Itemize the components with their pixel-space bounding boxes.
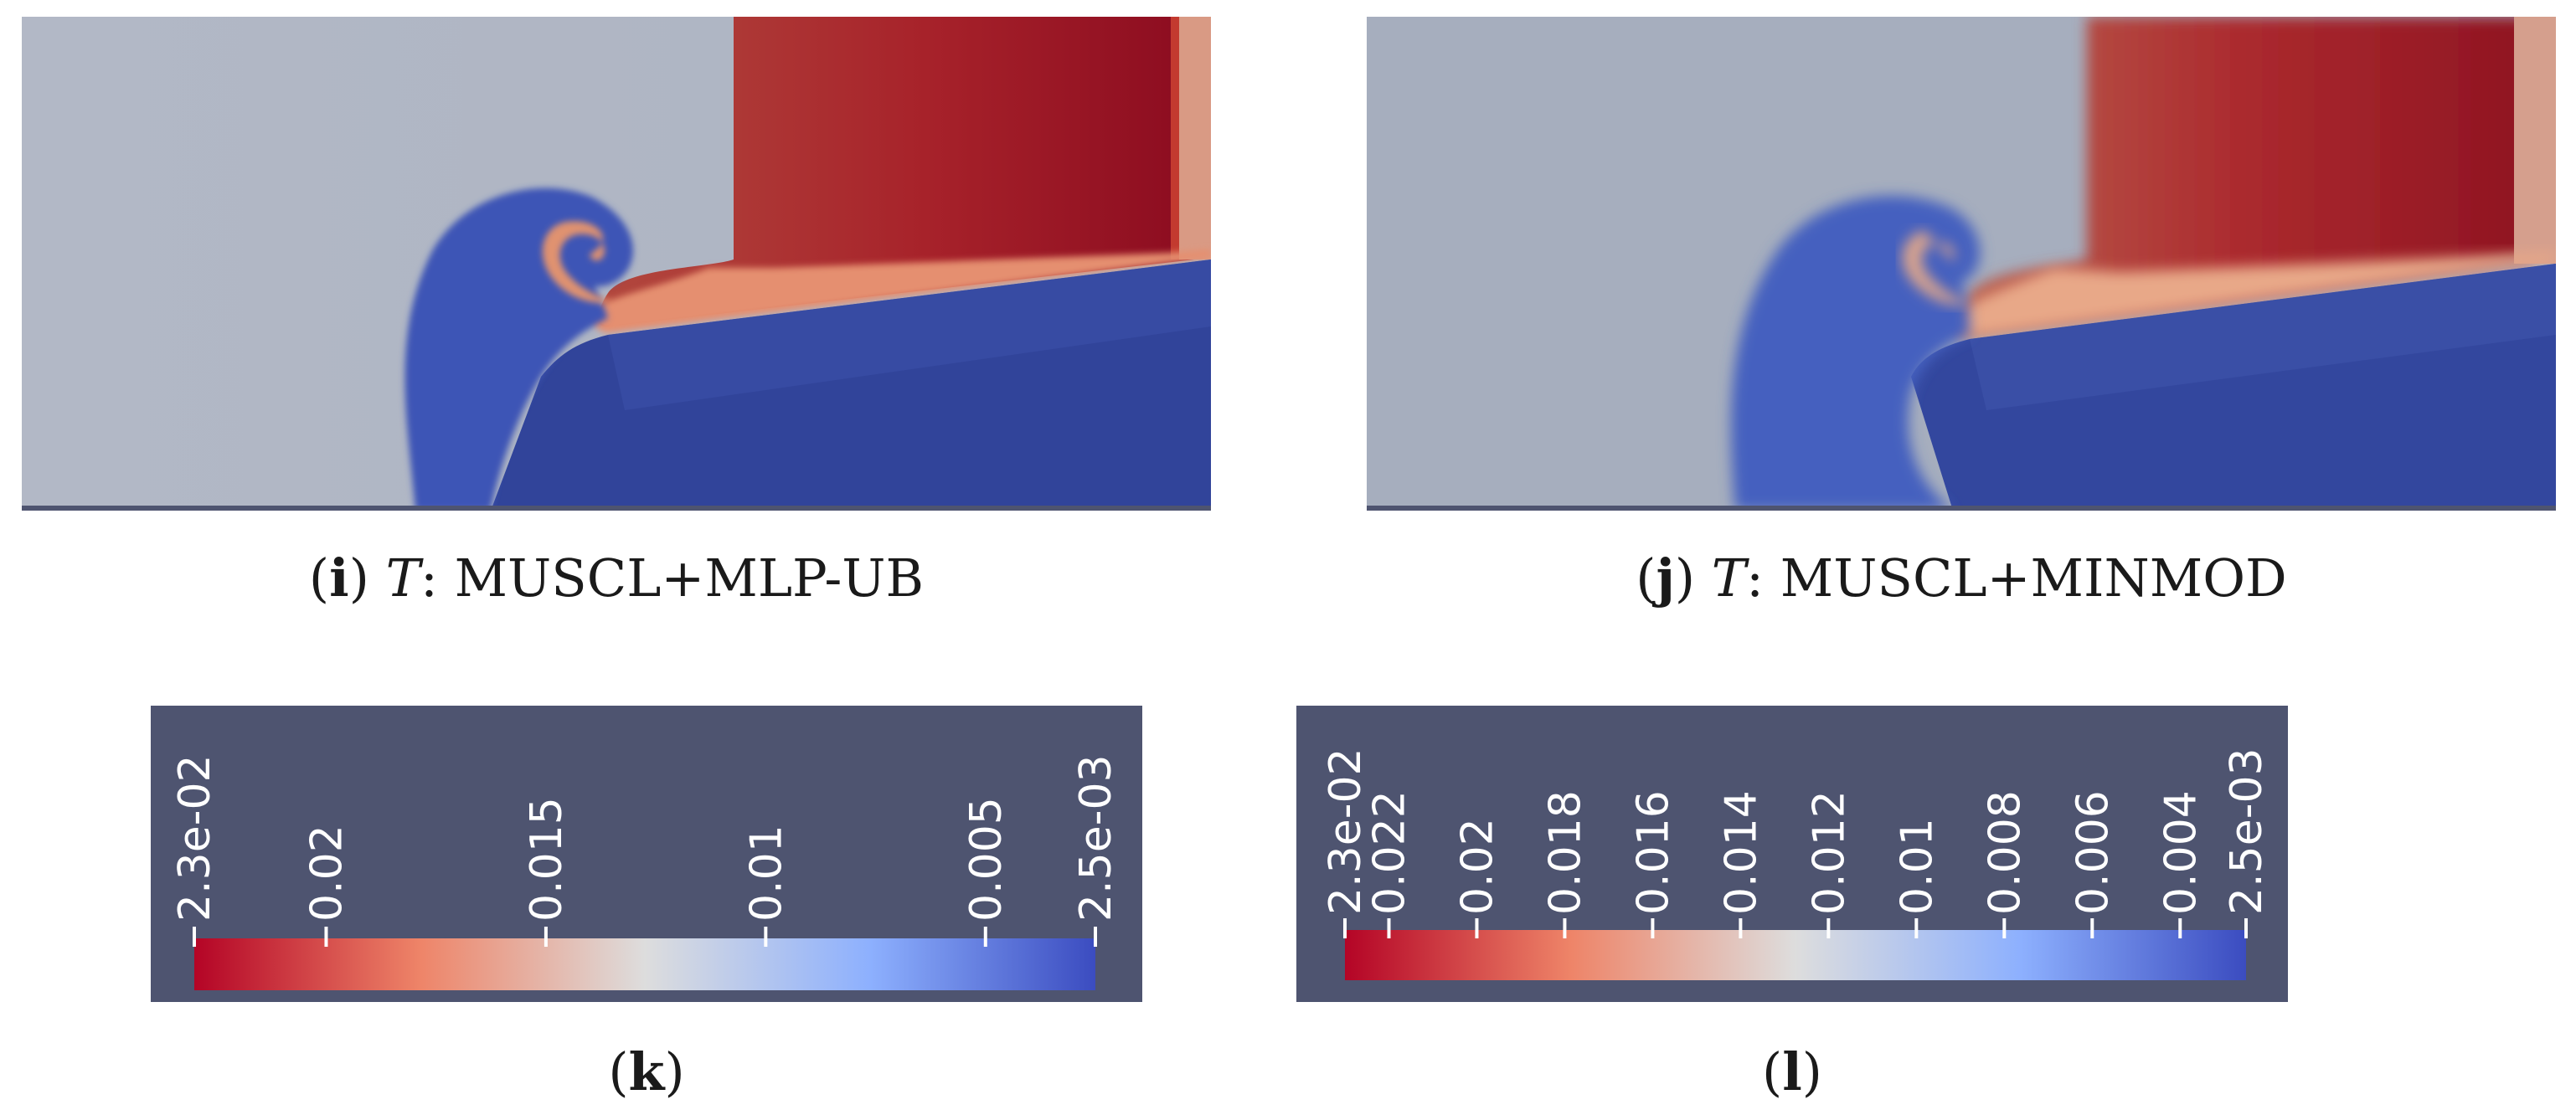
colorbar-l-legend: 2.3e-020.022 0.02 0.018 0.016 0.014 0.012 0.01… <box>1321 748 2272 980</box>
caption-i-method: MUSCL+MLP-UB <box>454 547 925 609</box>
colorbar-k-tick-label: 2.5e-03 <box>1071 754 1121 922</box>
colorbar-k-tick-label: 0.005 <box>961 797 1012 922</box>
caption-j-letter: j <box>1656 547 1675 609</box>
caption-k-letter: k <box>628 1041 665 1102</box>
colorbar-k-tick-label: 0.015 <box>522 797 572 922</box>
caption-j: (j) T: MUSCL+MINMOD <box>1636 547 2287 609</box>
colorbar-l-gradient <box>1345 930 2246 980</box>
caption-i-letter: i <box>329 547 349 609</box>
colorbar-l-tick-label: 0.018 <box>1540 790 1590 915</box>
temperature-field-minmod <box>1367 17 2556 511</box>
caption-l-letter: l <box>1782 1041 1802 1102</box>
colorbar-l-tick-label: 0.008 <box>1980 790 2030 915</box>
temperature-field-mlp-ub <box>22 17 1211 511</box>
colorbar-k-tick-label: 0.02 <box>301 825 352 922</box>
contour-plot-mlp-ub <box>22 17 1211 511</box>
colorbar-l-tick-label: 0.016 <box>1628 790 1678 915</box>
contour-plot-minmod <box>1367 17 2556 511</box>
caption-j-variable: T <box>1711 547 1747 609</box>
caption-l: (l) <box>1762 1041 1822 1102</box>
colorbar-l-tick-label: 0.006 <box>2068 790 2118 915</box>
colorbar-l-tick-label: 2.5e-03 <box>2222 748 2272 915</box>
colorbar-k: 2.3e-02 0.02 0.015 0.01 0.005 2.5e-03 <box>151 706 1142 1002</box>
colorbar-l-tick-label: 0.022 <box>1364 790 1414 915</box>
colorbar-k-legend: 2.3e-02 0.02 0.015 0.01 0.005 2.5e-03 <box>170 754 1121 990</box>
caption-i-variable: T <box>385 547 420 609</box>
colorbar-k-gradient <box>194 938 1095 990</box>
colorbar-l: 2.3e-02 0.022 0.02 0.018 0.016 0.014 0.012 0.01… <box>1296 706 2288 1002</box>
colorbar-l-tick-label: 0.004 <box>2156 790 2206 915</box>
colorbar-l-tick-label: 2.3e-02 <box>1321 748 1371 915</box>
caption-i: (i) T: MUSCL+MLP-UB <box>308 547 925 609</box>
colorbar-k-tick-label: 0.01 <box>741 825 791 922</box>
colorbar-k-tick-label: 2.3e-02 <box>170 754 220 922</box>
caption-k: (k) <box>608 1041 685 1102</box>
colorbar-l-tick-label: 0.01 <box>1892 818 1942 915</box>
caption-j-method: MUSCL+MINMOD <box>1780 547 2287 609</box>
colorbar-l-tick-label: 0.02 <box>1452 818 1502 915</box>
colorbar-l-tick-label: 0.014 <box>1716 790 1766 915</box>
colorbar-l-tick-label: 0.012 <box>1804 790 1854 915</box>
